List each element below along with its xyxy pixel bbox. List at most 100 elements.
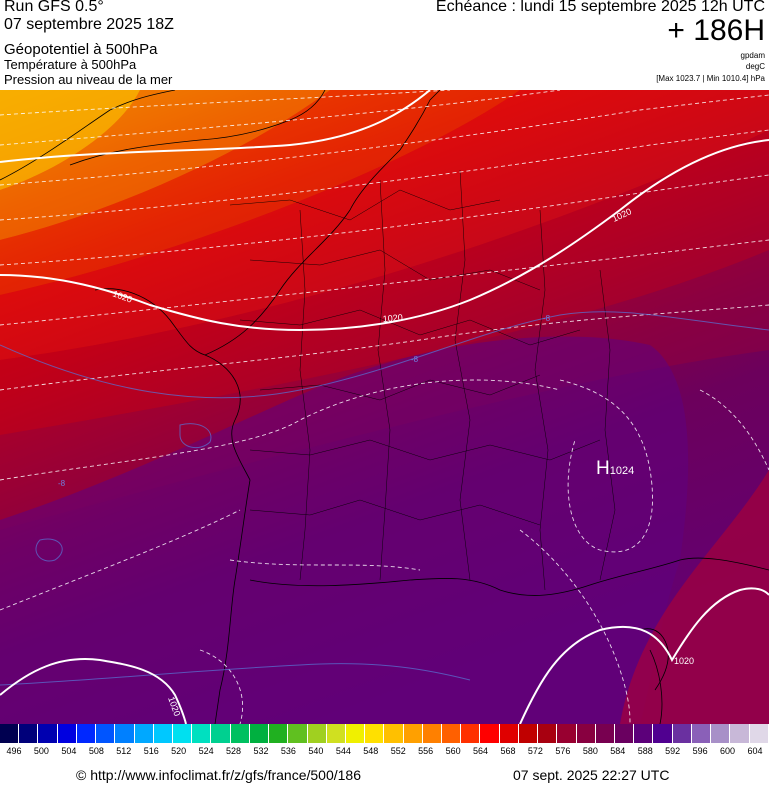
color-scale-cell <box>653 724 673 743</box>
color-scale-cell <box>76 724 97 743</box>
color-scale-tick: 552 <box>390 746 406 756</box>
color-scale-cell <box>192 724 212 743</box>
color-scale-tick: 568 <box>500 746 516 756</box>
color-scale-cell <box>480 724 500 743</box>
geopotential-band <box>0 130 769 435</box>
color-scale-cell <box>288 724 308 743</box>
color-scale-cell <box>326 724 346 743</box>
temperature-lines <box>0 311 769 686</box>
color-scale-tick: 584 <box>610 746 626 756</box>
color-scale-cell <box>230 724 250 743</box>
color-scale-cell <box>538 724 558 743</box>
color-scale-cell <box>57 724 77 743</box>
color-scale-cell <box>557 724 577 743</box>
high-pressure-value: 1024 <box>609 465 635 477</box>
color-scale-cell <box>307 724 327 743</box>
isobar-label: 1020 <box>674 656 694 666</box>
color-scale-cell <box>672 724 692 743</box>
run-date: 07 septembre 2025 18Z <box>4 16 174 33</box>
color-scale-cell <box>172 724 193 743</box>
color-scale-tick: 532 <box>253 746 269 756</box>
color-scale-cell <box>518 724 539 743</box>
color-scale-cell <box>211 724 231 743</box>
geopotential-band <box>0 90 520 295</box>
color-scale-cell <box>730 724 750 743</box>
color-scale-cell <box>615 724 635 743</box>
color-scale-cell <box>711 724 731 743</box>
forecast-hours: + 186H <box>667 14 765 47</box>
copyright-url: © http://www.infoclimat.fr/z/gfs/france/… <box>76 767 361 783</box>
geopotential-band <box>620 470 769 724</box>
geopotential-band <box>0 90 769 360</box>
color-scale-tick: 540 <box>308 746 324 756</box>
temperature-labels: -8 -8 -8 <box>58 314 551 488</box>
color-scale-tick: 496 <box>6 746 22 756</box>
color-scale <box>0 724 769 743</box>
color-scale-cell <box>384 724 404 743</box>
color-scale-cell <box>115 724 135 743</box>
unit-geopotential: gpdam <box>740 51 765 60</box>
color-scale-cell <box>153 724 173 743</box>
color-scale-cell <box>0 724 20 743</box>
color-scale-tick: 588 <box>637 746 653 756</box>
color-scale-tick: 556 <box>418 746 434 756</box>
color-scale-cell <box>634 724 654 743</box>
color-scale-ticks: 496 500 504 508 512 516 520 524 528 532 536 540 544 5… <box>0 746 769 760</box>
isotherms <box>0 90 769 724</box>
color-scale-tick: 564 <box>473 746 489 756</box>
color-scale-tick: 548 <box>363 746 379 756</box>
color-scale-cell <box>442 724 462 743</box>
max-min-pressure: [Max 1023.7 | Min 1010.4] hPa <box>656 74 765 83</box>
color-scale-cell <box>365 724 385 743</box>
isobars <box>0 90 769 724</box>
temperature-label: -8 <box>411 355 419 364</box>
color-scale-tick: 576 <box>555 746 571 756</box>
echeance-label: Echéance : lundi 15 septembre 2025 12h U… <box>435 0 765 15</box>
temperature-area <box>0 336 689 724</box>
isobar-label: 1020 <box>382 312 403 324</box>
color-scale-cell <box>595 724 615 743</box>
color-scale-cell <box>345 724 366 743</box>
color-scale-tick: 516 <box>143 746 159 756</box>
color-scale-cell <box>461 724 481 743</box>
geopotential-band <box>0 90 330 240</box>
color-scale-cell <box>499 724 519 743</box>
color-scale-cell <box>576 724 596 743</box>
color-scale-tick: 512 <box>116 746 132 756</box>
color-scale-tick: 604 <box>747 746 763 756</box>
geopotential-band <box>0 90 140 190</box>
color-scale-tick: 528 <box>226 746 242 756</box>
color-scale-tick: 596 <box>692 746 708 756</box>
temperature-label: -8 <box>58 479 66 488</box>
high-pressure-letter: H <box>596 458 610 479</box>
color-scale-cell <box>422 724 443 743</box>
color-scale-cell <box>269 724 289 743</box>
color-scale-cell <box>749 724 769 743</box>
color-scale-tick: 580 <box>582 746 598 756</box>
temperature-label: -8 <box>543 314 551 323</box>
region-borders <box>229 169 616 591</box>
color-scale-cell <box>691 724 712 743</box>
color-scale-tick: 572 <box>527 746 543 756</box>
color-scale-tick: 520 <box>171 746 187 756</box>
color-scale-cell <box>38 724 58 743</box>
color-scale-tick: 536 <box>280 746 296 756</box>
generated-time: 07 sept. 2025 22:27 UTC <box>513 767 670 783</box>
run-label: Run GFS 0.5° <box>4 0 104 15</box>
color-scale-tick: 508 <box>88 746 104 756</box>
color-scale-cell <box>19 724 39 743</box>
color-scale-tick: 592 <box>665 746 681 756</box>
color-scale-tick: 560 <box>445 746 461 756</box>
color-scale-cell <box>96 724 116 743</box>
color-scale-cell <box>403 724 423 743</box>
color-scale-cell <box>249 724 270 743</box>
high-pressure-marker: H1024 <box>596 458 634 480</box>
color-scale-tick: 524 <box>198 746 214 756</box>
color-scale-tick: 504 <box>61 746 77 756</box>
color-scale-tick: 500 <box>33 746 49 756</box>
color-scale-cell <box>134 724 154 743</box>
title-temperature: Température à 500hPa <box>4 57 137 72</box>
color-scale-tick: 544 <box>335 746 351 756</box>
weather-map: 1020 1020 1020 1020 1020 -8 -8 -8 <box>0 90 769 724</box>
title-geopotential: Géopotentiel à 500hPa <box>4 41 158 58</box>
